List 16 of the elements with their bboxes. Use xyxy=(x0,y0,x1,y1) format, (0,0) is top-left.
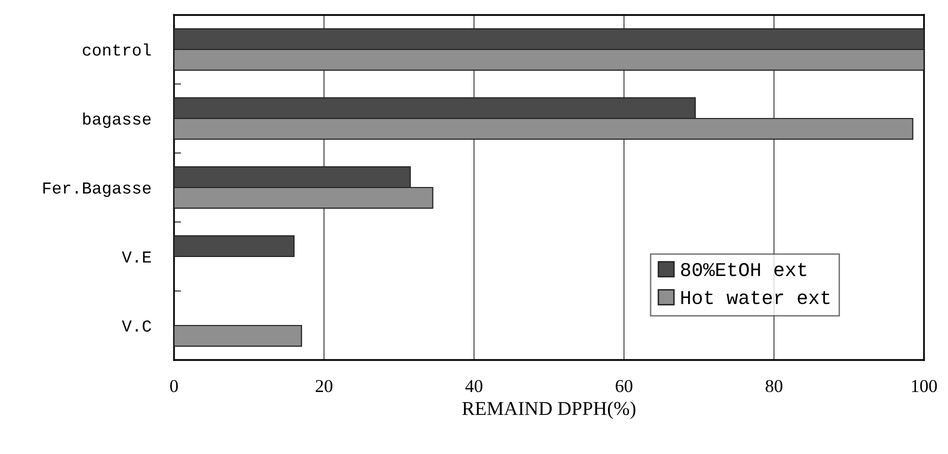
x-tick-label: 100 xyxy=(912,380,937,392)
y-tick-label: Fer.Bagasse xyxy=(43,182,151,197)
x-tick-label: 0 xyxy=(170,380,178,392)
legend-label: Hot water ext xyxy=(681,291,830,304)
legend-label: 80%EtOH ext xyxy=(681,263,806,276)
x-tick-label: 20 xyxy=(316,380,332,392)
y-tick-label: V.C xyxy=(122,320,152,332)
x-tick-label: 80 xyxy=(766,380,782,392)
x-tick-label: 40 xyxy=(465,380,482,392)
y-tick-label: V.E xyxy=(122,252,151,263)
x-tick-label: 60 xyxy=(616,380,632,392)
bar xyxy=(174,235,295,258)
y-tick-label: bagasse xyxy=(83,112,151,128)
bar xyxy=(174,324,302,347)
x-axis-title: REMAIND DPPH(%) xyxy=(462,401,636,420)
y-tick-label: control xyxy=(82,43,151,56)
